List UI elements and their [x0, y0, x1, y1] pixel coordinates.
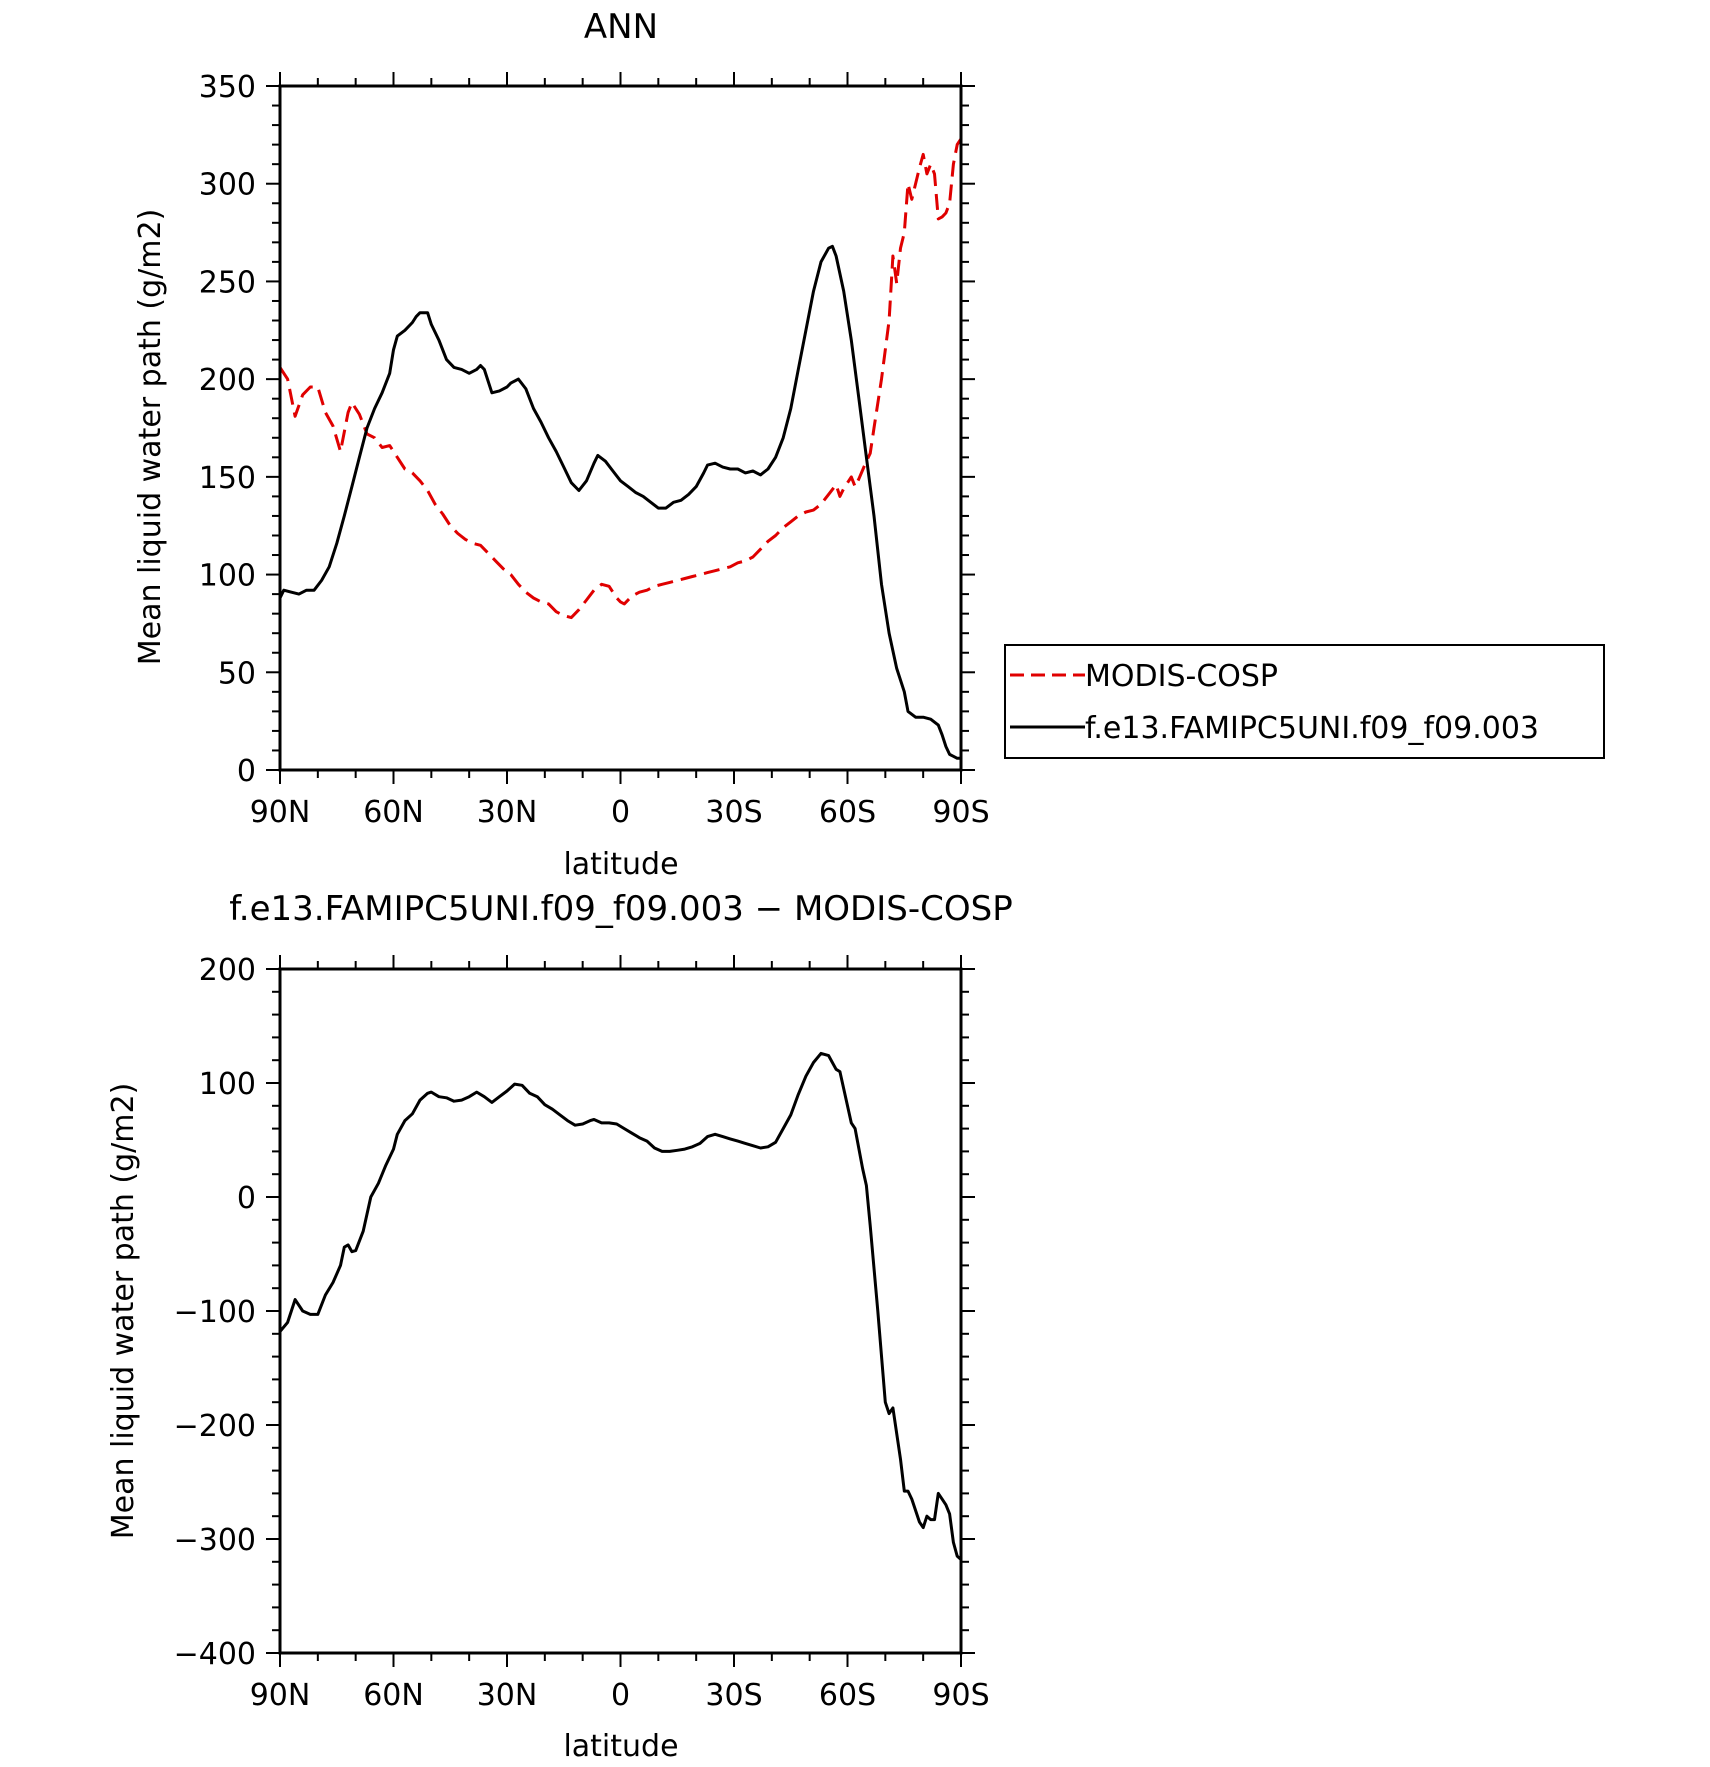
legend: MODIS-COSP f.e13.FAMIPC5UNI.f09_f09.003 [1004, 644, 1605, 759]
y-tick-label-0-1: 50 [218, 656, 256, 691]
series-line-0-0 [278, 137, 963, 620]
y-tick-label-0-6: 300 [199, 168, 256, 203]
x-tick-label-0-0: 90N [250, 795, 311, 830]
y-tick-label-1-1: −300 [174, 1523, 256, 1558]
y-tick-label-0-7: 350 [199, 70, 256, 105]
series-line-1-0 [278, 1051, 963, 1561]
top-chart-title: ANN [584, 7, 658, 47]
x-tick-label-0-3: 0 [611, 795, 630, 830]
x-tick-label-1-5: 60S [819, 1678, 876, 1713]
y-tick-label-1-0: −400 [174, 1637, 256, 1672]
bottom-chart-title: f.e13.FAMIPC5UNI.f09_f09.003 − MODIS-COS… [229, 889, 1012, 929]
y-tick-label-1-4: 0 [237, 1181, 256, 1216]
bottom-plot-frame [278, 967, 963, 1655]
top-x-axis-title: latitude [563, 847, 678, 882]
series-line-0-1 [278, 244, 961, 760]
y-tick-label-0-5: 250 [199, 265, 256, 300]
x-tick-label-1-0: 90N [250, 1678, 311, 1713]
top-chart-marks [278, 137, 963, 760]
y-tick-label-0-0: 0 [237, 754, 256, 789]
x-tick-label-1-2: 30N [477, 1678, 538, 1713]
y-tick-label-0-4: 200 [199, 363, 256, 398]
bottom-chart-ticks: 90N 60N 30N 0 30S 60S 90S −400 −300 −200 −100 0 100 2… [174, 953, 990, 1713]
legend-label-modis: MODIS-COSP [1085, 659, 1278, 694]
x-tick-label-0-5: 60S [819, 795, 876, 830]
y-tick-label-1-3: −100 [174, 1295, 256, 1330]
y-tick-label-0-3: 150 [199, 461, 256, 496]
top-chart-ticks: 90N 60N 30N 0 30S 60S 90S 0 50 100 150 200 250 300 350 [199, 70, 990, 830]
y-tick-label-0-2: 100 [199, 559, 256, 594]
top-chart: ANN Mean liquid water path (g/m2) latitu… [133, 7, 990, 882]
bottom-x-axis-title: latitude [563, 1729, 678, 1764]
x-tick-label-1-3: 0 [611, 1678, 630, 1713]
x-tick-label-1-4: 30S [705, 1678, 762, 1713]
x-tick-label-0-1: 60N [363, 795, 424, 830]
y-tick-label-1-2: −200 [174, 1409, 256, 1444]
y-tick-label-1-6: 200 [199, 953, 256, 988]
legend-label-model: f.e13.FAMIPC5UNI.f09_f09.003 [1085, 711, 1539, 746]
top-y-axis-title: Mean liquid water path (g/m2) [133, 209, 168, 666]
legend-box [1004, 644, 1605, 759]
x-tick-label-1-6: 90S [932, 1678, 989, 1713]
bottom-chart: f.e13.FAMIPC5UNI.f09_f09.003 − MODIS-COS… [106, 889, 1013, 1764]
x-tick-label-0-2: 30N [477, 795, 538, 830]
y-tick-label-1-5: 100 [199, 1067, 256, 1102]
top-plot-frame [278, 84, 963, 772]
x-tick-label-0-4: 30S [705, 795, 762, 830]
bottom-y-axis-title: Mean liquid water path (g/m2) [106, 1083, 141, 1540]
bottom-chart-marks [278, 1051, 963, 1561]
x-tick-label-1-1: 60N [363, 1678, 424, 1713]
x-tick-label-0-6: 90S [932, 795, 989, 830]
